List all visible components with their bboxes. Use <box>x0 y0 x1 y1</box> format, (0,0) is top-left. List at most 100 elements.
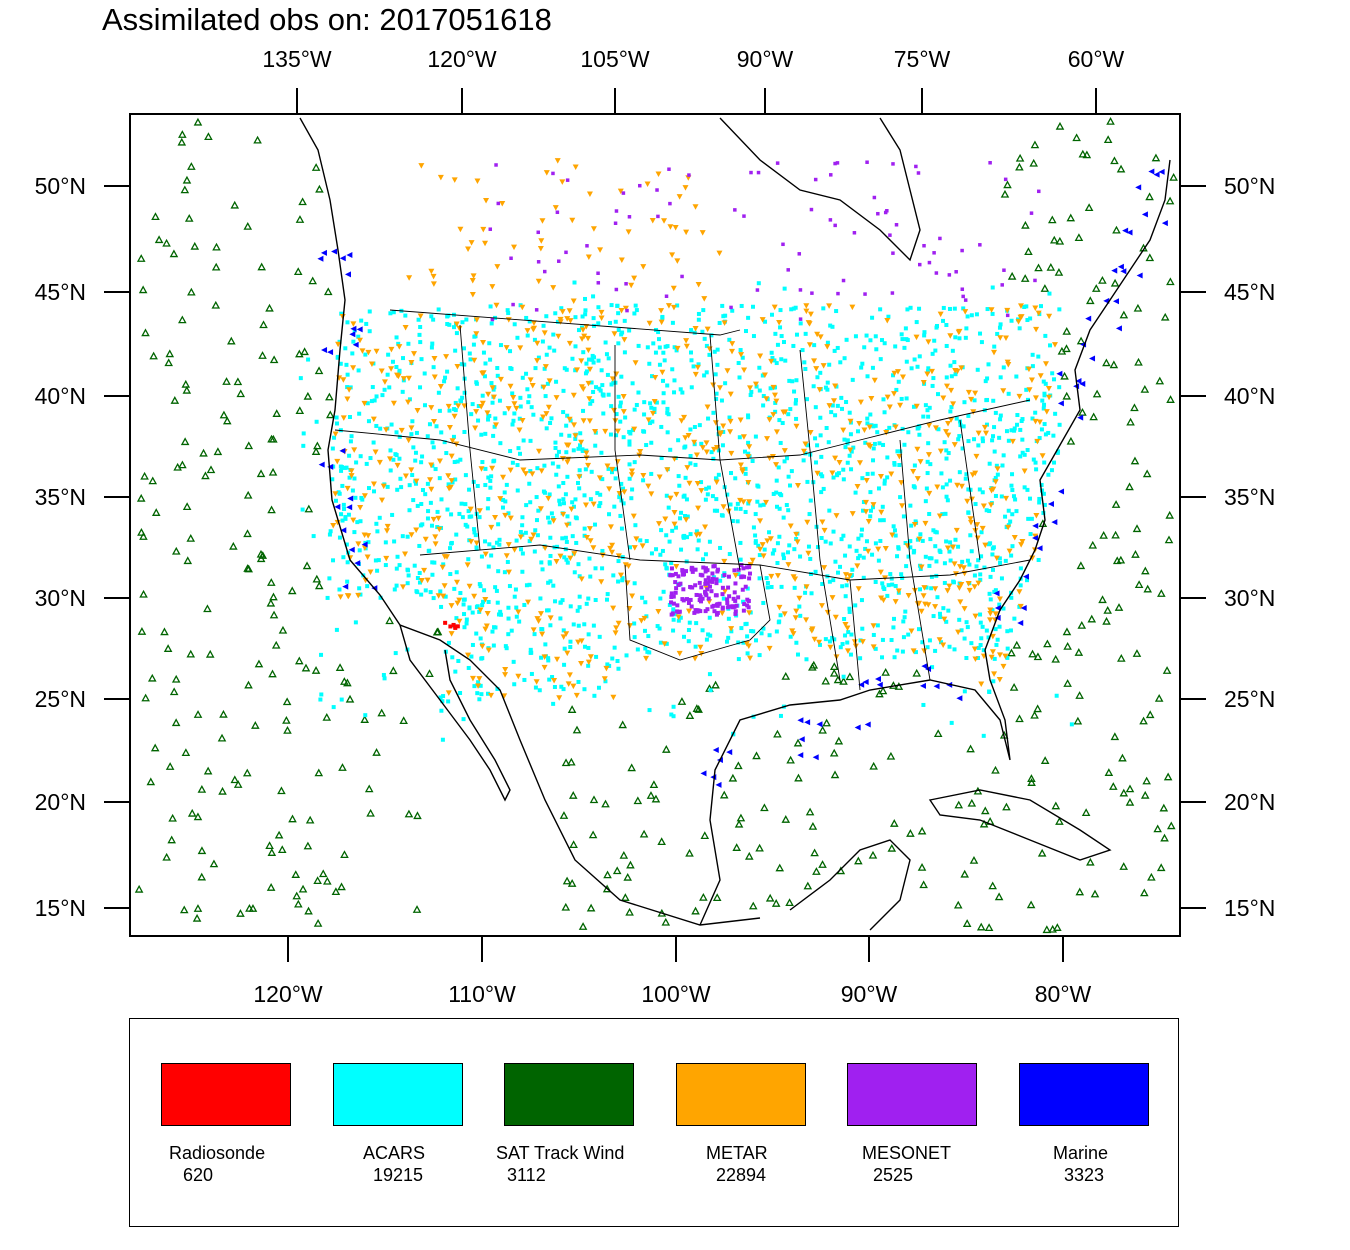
sat-wind-marker <box>1007 648 1016 657</box>
acars-marker <box>991 398 996 403</box>
sat-wind-marker <box>1066 436 1076 445</box>
metar-marker <box>576 474 583 480</box>
acars-marker <box>520 569 525 574</box>
sat-wind-marker <box>1134 357 1143 366</box>
acars-marker <box>561 628 566 633</box>
metar-marker <box>674 345 681 352</box>
acars-marker <box>782 286 787 291</box>
sat-wind-marker <box>314 366 324 375</box>
acars-marker <box>435 509 440 514</box>
acars-marker <box>627 462 632 467</box>
metar-marker <box>620 394 627 400</box>
acars-marker <box>798 554 803 559</box>
mesonet-marker <box>841 278 846 283</box>
metar-marker <box>346 387 353 393</box>
metar-marker <box>388 366 395 372</box>
metar-marker <box>805 320 812 326</box>
acars-marker <box>506 511 511 516</box>
acars-marker <box>770 355 775 360</box>
acars-marker <box>805 479 810 484</box>
acars-marker <box>549 416 554 421</box>
acars-marker <box>930 351 935 356</box>
acars-marker <box>761 502 766 507</box>
mesonet-marker <box>833 223 837 228</box>
mesonet-marker <box>536 230 540 235</box>
metar-marker <box>681 414 688 421</box>
acars-marker <box>642 400 647 405</box>
sat-wind-marker <box>266 598 276 607</box>
acars-marker <box>792 547 797 552</box>
acars-marker <box>397 370 402 375</box>
acars-marker <box>944 375 949 380</box>
sat-wind-marker <box>222 377 231 385</box>
acars-marker <box>730 519 735 524</box>
metar-marker <box>513 405 520 412</box>
acars-marker <box>831 529 836 534</box>
acars-marker <box>573 436 578 441</box>
marine-marker <box>331 248 338 255</box>
acars-marker <box>969 549 974 554</box>
acars-marker <box>491 545 496 550</box>
mesonet-marker <box>703 566 708 571</box>
acars-marker <box>514 538 519 543</box>
sat-wind-marker <box>1119 310 1129 319</box>
acars-marker <box>409 432 414 437</box>
acars-marker <box>821 486 826 491</box>
acars-marker <box>621 435 626 440</box>
sat-wind-marker <box>967 798 977 807</box>
acars-marker <box>464 621 469 626</box>
acars-marker <box>861 500 866 505</box>
acars-marker <box>936 392 941 397</box>
marine-marker <box>352 341 359 348</box>
marine-marker <box>334 503 341 510</box>
metar-marker <box>590 545 597 551</box>
acars-marker <box>522 602 527 607</box>
metar-marker <box>629 593 636 599</box>
metar-marker <box>857 399 864 406</box>
sat-wind-marker <box>399 716 408 725</box>
metar-marker <box>332 491 339 497</box>
metar-marker <box>972 656 979 662</box>
acars-marker <box>831 475 836 480</box>
acars-marker <box>964 472 969 477</box>
metar-marker <box>937 448 944 455</box>
metar-marker <box>625 563 632 569</box>
metar-marker <box>585 380 592 387</box>
acars-marker <box>1033 460 1038 465</box>
bottom-lon-label: 90°W <box>841 981 898 1007</box>
acars-marker <box>892 528 897 533</box>
acars-marker <box>1030 416 1035 421</box>
bottom-lon-label: 120°W <box>253 981 323 1007</box>
metar-marker <box>590 501 597 508</box>
acars-marker <box>1057 385 1062 390</box>
acars-marker <box>964 656 969 661</box>
acars-marker <box>797 604 802 609</box>
sat-wind-marker <box>886 751 896 760</box>
acars-marker <box>505 559 510 564</box>
acars-marker <box>900 649 905 654</box>
acars-marker <box>502 570 507 575</box>
metar-marker <box>488 524 495 531</box>
marine-marker <box>1161 220 1168 227</box>
acars-marker <box>519 547 524 552</box>
metar-marker <box>543 170 550 176</box>
sat-wind-marker <box>1076 336 1086 345</box>
acars-marker <box>613 319 618 324</box>
mesonet-marker <box>961 294 965 299</box>
sat-wind-marker <box>173 462 182 471</box>
metar-marker <box>891 391 898 397</box>
sat-wind-marker <box>1132 649 1142 657</box>
sat-wind-marker <box>1140 384 1150 393</box>
acars-marker <box>565 560 570 565</box>
sat-wind-marker <box>1165 510 1175 519</box>
acars-marker <box>906 554 911 559</box>
metar-marker <box>525 599 532 606</box>
acars-marker <box>819 490 824 495</box>
right-lat-label: 50°N <box>1224 173 1275 199</box>
metar-marker <box>739 468 746 475</box>
metar-marker <box>729 341 736 347</box>
acars-marker <box>792 389 797 394</box>
acars-marker <box>942 561 947 566</box>
metar-marker <box>529 383 536 389</box>
metar-marker <box>692 371 699 378</box>
